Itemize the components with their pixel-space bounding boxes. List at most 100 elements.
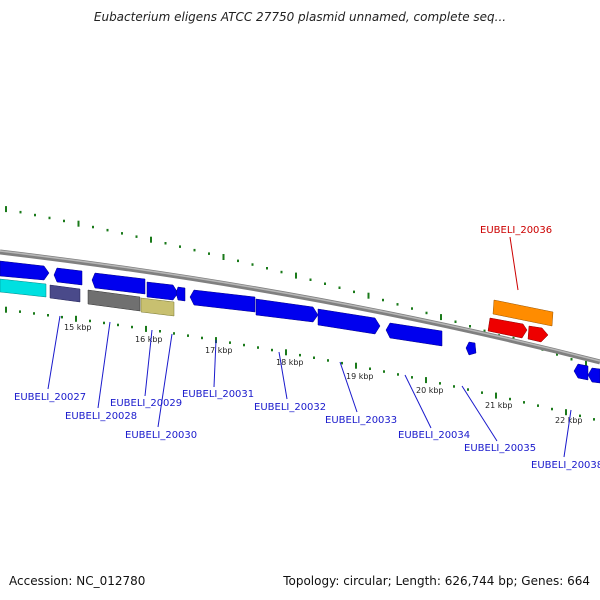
minor-tick [469, 325, 471, 328]
kbp-label: 18 kbp [276, 358, 304, 367]
genes-value: 664 [567, 574, 590, 588]
gene-khaki[interactable] [140, 297, 175, 317]
minor-tick [299, 353, 301, 357]
minor-tick [89, 319, 91, 323]
minor-tick [481, 391, 483, 394]
kbp-label: 19 kbp [346, 372, 374, 381]
minor-tick [63, 219, 65, 223]
gene-arrow[interactable] [91, 272, 146, 295]
minor-tick [208, 252, 210, 255]
gene-arrow[interactable] [53, 267, 83, 286]
gene-grey[interactable] [87, 289, 141, 312]
major-tick [425, 377, 427, 384]
minor-tick [229, 341, 231, 344]
accession-label: Accession: [9, 574, 73, 588]
minor-tick [243, 343, 245, 347]
kbp-label: 15 kbp [64, 323, 92, 332]
minor-tick [19, 210, 22, 214]
gene-label[interactable]: EUBELI_20036 [480, 225, 552, 236]
gene-label[interactable]: EUBELI_20033 [325, 415, 397, 426]
minor-tick [117, 323, 119, 327]
gene-arrow[interactable] [385, 322, 443, 347]
gene-label[interactable]: EUBELI_20031 [182, 389, 254, 400]
gene-arrow[interactable] [146, 281, 179, 301]
gene-arrow[interactable] [465, 341, 477, 356]
accession-info: Accession: NC_012780 [9, 574, 145, 588]
gene-arrow[interactable] [175, 286, 186, 302]
minor-tick [92, 225, 94, 229]
minor-tick [327, 359, 329, 362]
major-tick [285, 349, 287, 356]
minor-tick [257, 346, 259, 349]
major-tick [145, 325, 147, 332]
minor-tick [131, 325, 133, 329]
sequence-stats: Topology: circular; Length: 626,744 bp; … [283, 574, 590, 588]
minor-tick [187, 334, 189, 337]
gene-label[interactable]: EUBELI_20035 [464, 443, 536, 454]
gene-label[interactable]: EUBELI_20027 [14, 392, 86, 403]
gene-label[interactable]: EUBELI_20030 [125, 430, 197, 441]
minor-tick [453, 385, 455, 388]
minor-tick [324, 282, 326, 285]
minor-tick [570, 358, 573, 361]
minor-tick [266, 267, 268, 270]
gene-label[interactable]: EUBELI_20034 [398, 430, 470, 441]
gene-cyan[interactable] [0, 278, 47, 298]
genes-label: Genes: [521, 574, 564, 588]
gene-arrow[interactable] [255, 298, 319, 323]
minor-tick [523, 401, 525, 404]
minor-tick [179, 245, 181, 248]
minor-tick [271, 348, 273, 352]
minor-tick [537, 404, 539, 407]
minor-tick [237, 259, 239, 263]
gene-label[interactable]: EUBELI_20029 [110, 398, 182, 409]
gene-arrow[interactable] [0, 260, 50, 281]
gene-labels: EUBELI_20027 EUBELI_20028 EUBELI_20029 E… [14, 225, 600, 471]
topology-label: Topology: [283, 574, 340, 588]
gene-orange[interactable] [492, 299, 554, 327]
gene-label[interactable]: EUBELI_20032 [254, 402, 326, 413]
gene-label[interactable]: EUBELI_20028 [65, 411, 137, 422]
map-title: Eubacterium eligens ATCC 27750 plasmid u… [93, 10, 507, 24]
minor-tick [106, 228, 109, 232]
major-tick [5, 206, 7, 213]
label-leaders [47, 236, 572, 458]
length-label: Length: [395, 574, 441, 588]
kbp-scale: 15 kbp 16 kbp 17 kbp 18 kbp 19 kbp 20 kb… [64, 323, 583, 425]
minor-tick [411, 307, 413, 310]
inner-tick-ring [5, 306, 595, 421]
minor-tick [173, 332, 175, 335]
minor-tick [369, 367, 371, 370]
gene-red[interactable] [487, 317, 528, 339]
minor-tick [396, 303, 399, 306]
gene-arrow[interactable] [189, 289, 256, 313]
gene-red[interactable] [527, 325, 549, 343]
minor-tick [33, 312, 35, 315]
major-tick [565, 409, 567, 416]
minor-tick [251, 263, 254, 266]
minor-tick [34, 213, 36, 217]
minor-tick [61, 315, 63, 319]
minor-tick [135, 235, 138, 238]
gene-arrow[interactable] [317, 308, 381, 335]
gene-arrow[interactable] [573, 363, 589, 381]
minor-tick [201, 336, 203, 340]
gene-arrow[interactable] [587, 367, 600, 384]
major-tick [495, 392, 497, 399]
gene-label[interactable]: EUBELI_20038 [531, 460, 600, 471]
major-tick [585, 361, 587, 367]
length-value: 626,744 bp [444, 574, 514, 588]
other-genes [0, 278, 554, 343]
major-tick [5, 306, 7, 313]
accession-value: NC_012780 [76, 574, 146, 588]
plasmid-backbone-highlight [0, 250, 600, 362]
minor-tick [193, 248, 196, 252]
minor-tick [48, 216, 51, 220]
minor-tick [411, 376, 413, 379]
major-tick [77, 220, 80, 227]
gene-slate[interactable] [49, 284, 81, 303]
minor-tick [467, 388, 469, 391]
kbp-label: 21 kbp [485, 401, 513, 410]
major-tick [295, 272, 297, 279]
